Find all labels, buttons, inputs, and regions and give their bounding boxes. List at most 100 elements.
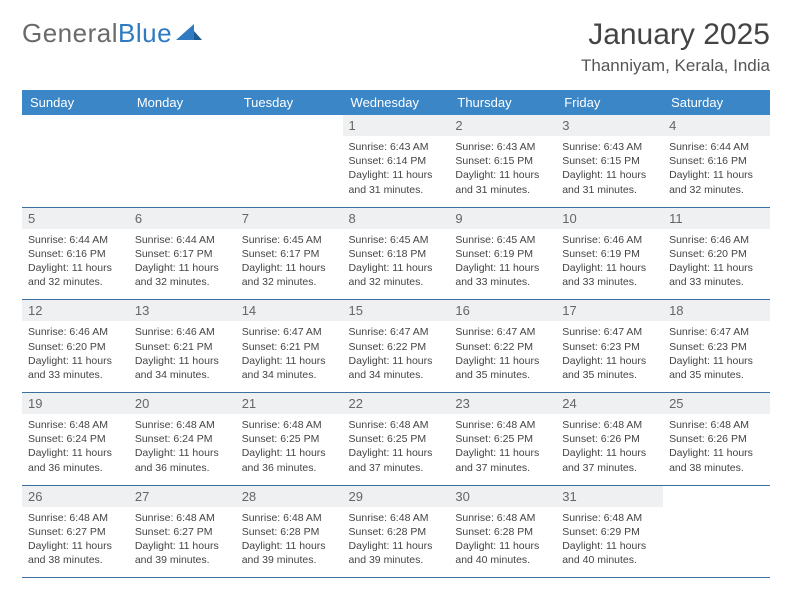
day-cell [236,115,343,207]
day-number: 4 [663,115,770,136]
logo-blue: Blue [118,18,172,48]
day-body: Sunrise: 6:46 AMSunset: 6:21 PMDaylight:… [129,321,236,392]
day-number: 5 [22,208,129,229]
day-cell: 16Sunrise: 6:47 AMSunset: 6:22 PMDayligh… [449,300,556,393]
day-number-blank [129,115,236,136]
day-number: 9 [449,208,556,229]
day-number: 23 [449,393,556,414]
day-header: Saturday [663,90,770,115]
day-number: 1 [343,115,450,136]
day-header-row: Sunday Monday Tuesday Wednesday Thursday… [22,90,770,115]
day-body: Sunrise: 6:48 AMSunset: 6:25 PMDaylight:… [449,414,556,485]
day-number: 3 [556,115,663,136]
day-body: Sunrise: 6:45 AMSunset: 6:18 PMDaylight:… [343,229,450,300]
logo: GeneralBlue [22,18,202,49]
day-number: 12 [22,300,129,321]
day-body: Sunrise: 6:44 AMSunset: 6:16 PMDaylight:… [663,136,770,207]
logo-triangle-icon [176,22,202,45]
day-number-blank [236,115,343,136]
day-cell: 18Sunrise: 6:47 AMSunset: 6:23 PMDayligh… [663,300,770,393]
calendar-body: 1Sunrise: 6:43 AMSunset: 6:14 PMDaylight… [22,115,770,578]
day-body: Sunrise: 6:43 AMSunset: 6:14 PMDaylight:… [343,136,450,207]
day-number: 16 [449,300,556,321]
day-header: Monday [129,90,236,115]
day-number: 7 [236,208,343,229]
day-number: 20 [129,393,236,414]
day-cell: 7Sunrise: 6:45 AMSunset: 6:17 PMDaylight… [236,207,343,300]
day-header: Sunday [22,90,129,115]
day-cell: 24Sunrise: 6:48 AMSunset: 6:26 PMDayligh… [556,393,663,486]
day-cell: 26Sunrise: 6:48 AMSunset: 6:27 PMDayligh… [22,485,129,578]
day-cell: 8Sunrise: 6:45 AMSunset: 6:18 PMDaylight… [343,207,450,300]
month-title: January 2025 [581,18,770,52]
day-cell: 6Sunrise: 6:44 AMSunset: 6:17 PMDaylight… [129,207,236,300]
day-cell: 21Sunrise: 6:48 AMSunset: 6:25 PMDayligh… [236,393,343,486]
day-body: Sunrise: 6:43 AMSunset: 6:15 PMDaylight:… [556,136,663,207]
day-body: Sunrise: 6:48 AMSunset: 6:24 PMDaylight:… [22,414,129,485]
day-header: Friday [556,90,663,115]
day-number: 29 [343,486,450,507]
week-row: 1Sunrise: 6:43 AMSunset: 6:14 PMDaylight… [22,115,770,207]
day-cell: 23Sunrise: 6:48 AMSunset: 6:25 PMDayligh… [449,393,556,486]
day-body: Sunrise: 6:46 AMSunset: 6:20 PMDaylight:… [22,321,129,392]
location-subtitle: Thanniyam, Kerala, India [581,56,770,76]
day-number: 31 [556,486,663,507]
day-cell: 20Sunrise: 6:48 AMSunset: 6:24 PMDayligh… [129,393,236,486]
day-cell: 29Sunrise: 6:48 AMSunset: 6:28 PMDayligh… [343,485,450,578]
day-cell [129,115,236,207]
day-body: Sunrise: 6:48 AMSunset: 6:25 PMDaylight:… [343,414,450,485]
day-body: Sunrise: 6:48 AMSunset: 6:27 PMDaylight:… [129,507,236,578]
day-body: Sunrise: 6:45 AMSunset: 6:19 PMDaylight:… [449,229,556,300]
day-cell [663,485,770,578]
day-number: 10 [556,208,663,229]
logo-text: GeneralBlue [22,18,172,49]
day-body: Sunrise: 6:47 AMSunset: 6:23 PMDaylight:… [663,321,770,392]
day-body: Sunrise: 6:48 AMSunset: 6:29 PMDaylight:… [556,507,663,578]
day-number: 27 [129,486,236,507]
day-body: Sunrise: 6:45 AMSunset: 6:17 PMDaylight:… [236,229,343,300]
day-cell: 12Sunrise: 6:46 AMSunset: 6:20 PMDayligh… [22,300,129,393]
day-number: 14 [236,300,343,321]
day-cell: 17Sunrise: 6:47 AMSunset: 6:23 PMDayligh… [556,300,663,393]
day-cell: 9Sunrise: 6:45 AMSunset: 6:19 PMDaylight… [449,207,556,300]
day-cell: 4Sunrise: 6:44 AMSunset: 6:16 PMDaylight… [663,115,770,207]
day-number: 22 [343,393,450,414]
week-row: 26Sunrise: 6:48 AMSunset: 6:27 PMDayligh… [22,485,770,578]
title-block: January 2025 Thanniyam, Kerala, India [581,18,770,76]
day-cell: 3Sunrise: 6:43 AMSunset: 6:15 PMDaylight… [556,115,663,207]
day-header: Wednesday [343,90,450,115]
day-body: Sunrise: 6:48 AMSunset: 6:26 PMDaylight:… [556,414,663,485]
day-cell: 25Sunrise: 6:48 AMSunset: 6:26 PMDayligh… [663,393,770,486]
day-number: 2 [449,115,556,136]
day-number: 13 [129,300,236,321]
day-body: Sunrise: 6:48 AMSunset: 6:28 PMDaylight:… [236,507,343,578]
day-cell: 1Sunrise: 6:43 AMSunset: 6:14 PMDaylight… [343,115,450,207]
day-cell: 31Sunrise: 6:48 AMSunset: 6:29 PMDayligh… [556,485,663,578]
day-number: 28 [236,486,343,507]
day-body: Sunrise: 6:48 AMSunset: 6:28 PMDaylight:… [449,507,556,578]
day-number: 24 [556,393,663,414]
day-body-blank [129,136,236,192]
day-body: Sunrise: 6:48 AMSunset: 6:25 PMDaylight:… [236,414,343,485]
day-number: 30 [449,486,556,507]
day-number: 15 [343,300,450,321]
week-row: 19Sunrise: 6:48 AMSunset: 6:24 PMDayligh… [22,393,770,486]
day-header: Tuesday [236,90,343,115]
day-cell: 13Sunrise: 6:46 AMSunset: 6:21 PMDayligh… [129,300,236,393]
day-cell: 14Sunrise: 6:47 AMSunset: 6:21 PMDayligh… [236,300,343,393]
day-cell [22,115,129,207]
day-cell: 27Sunrise: 6:48 AMSunset: 6:27 PMDayligh… [129,485,236,578]
day-body: Sunrise: 6:44 AMSunset: 6:17 PMDaylight:… [129,229,236,300]
day-body: Sunrise: 6:48 AMSunset: 6:27 PMDaylight:… [22,507,129,578]
day-body: Sunrise: 6:48 AMSunset: 6:26 PMDaylight:… [663,414,770,485]
day-cell: 5Sunrise: 6:44 AMSunset: 6:16 PMDaylight… [22,207,129,300]
calendar-table: Sunday Monday Tuesday Wednesday Thursday… [22,90,770,578]
day-body: Sunrise: 6:47 AMSunset: 6:22 PMDaylight:… [449,321,556,392]
day-cell: 22Sunrise: 6:48 AMSunset: 6:25 PMDayligh… [343,393,450,486]
day-cell: 2Sunrise: 6:43 AMSunset: 6:15 PMDaylight… [449,115,556,207]
day-body: Sunrise: 6:44 AMSunset: 6:16 PMDaylight:… [22,229,129,300]
day-body: Sunrise: 6:46 AMSunset: 6:20 PMDaylight:… [663,229,770,300]
day-number: 19 [22,393,129,414]
day-body-blank [236,136,343,192]
day-number: 25 [663,393,770,414]
